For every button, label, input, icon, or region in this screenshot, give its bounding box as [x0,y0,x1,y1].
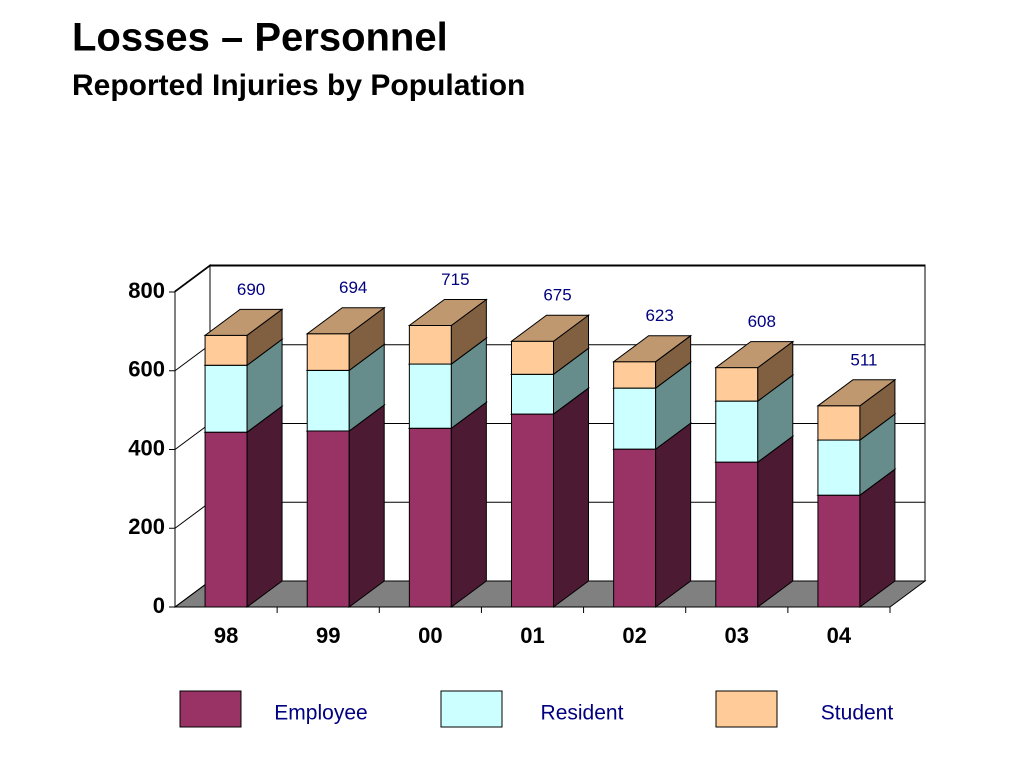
bar-front [204,364,248,433]
total-label: 675 [543,286,571,305]
x-tick-label: 04 [827,623,852,648]
bar-front [306,430,350,608]
grid-line [174,265,925,293]
legend-label: Employee [274,702,367,725]
bar-front [306,369,350,432]
y-tick-label: 0 [153,593,165,618]
bar-front [408,427,452,608]
x-tick-label: 98 [214,623,238,648]
total-label: 715 [441,270,469,289]
x-tick-label: 00 [418,623,442,648]
total-label: 608 [748,312,776,331]
bar-front [408,324,452,365]
bar-top [203,308,284,336]
y-tick-label: 200 [128,514,165,539]
bar-side [348,403,385,608]
bar-side [553,387,589,608]
bar-front [204,334,248,366]
total-label: 694 [339,278,367,297]
bar-side [246,405,283,608]
chart-title: Losses – Personnel [72,16,448,60]
bar-front [817,405,861,441]
legend-swatch [179,690,242,728]
bar-front [715,461,759,608]
x-tick-label: 01 [520,623,544,648]
y-tick-label: 800 [128,278,165,303]
bar-front [613,448,657,608]
bar-front [613,387,657,450]
x-tick-label: 99 [316,623,340,648]
chart-subtitle: Reported Injuries by Population [72,69,525,102]
total-label: 623 [645,306,673,325]
bar-side [655,422,692,608]
x-tick-label: 03 [725,623,749,648]
total-label: 511 [850,350,877,369]
bar-front [511,373,554,415]
bar-front [715,400,759,463]
bar-front [715,367,759,402]
bar-side [757,435,794,608]
bar-top [816,379,897,407]
bar-front [511,413,554,608]
bar-top [714,341,795,369]
bar-front [817,439,861,496]
bar-front [511,340,554,375]
bar-front [817,494,861,608]
bar-front [306,333,350,371]
total-label: 690 [237,280,265,299]
bar-front [204,431,248,608]
bar-top [305,307,386,335]
y-tick-label: 600 [128,357,165,382]
y-tick-label: 400 [128,435,165,460]
bar-front [613,361,657,389]
bar-top [407,298,488,326]
bar-side [450,401,487,608]
legend-swatch [440,690,503,728]
bar-top [612,335,693,363]
x-tick-label: 02 [622,623,646,648]
legend-label: Resident [541,702,624,725]
bar-top [509,314,591,342]
legend-swatch [715,690,778,728]
legend-label: Student [821,702,894,725]
bar-front [408,363,452,429]
